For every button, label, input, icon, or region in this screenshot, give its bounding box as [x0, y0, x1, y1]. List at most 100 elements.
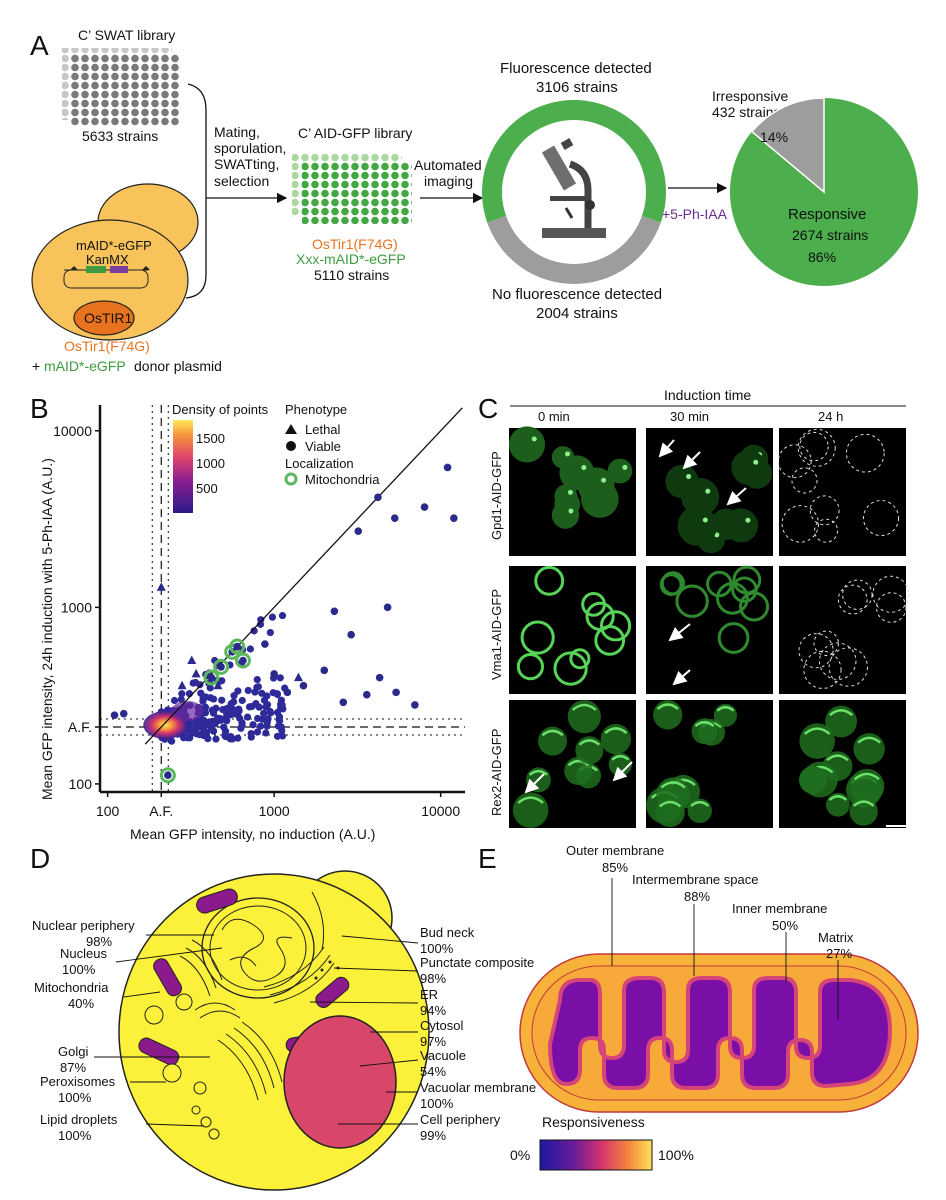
localization-labels: [94, 934, 419, 1127]
mating-step: SWATting,: [214, 156, 279, 172]
imaging-label: imaging: [424, 173, 473, 189]
viable-marker-icon: [286, 441, 296, 451]
viable-point: [239, 656, 247, 665]
density-point: [206, 684, 214, 692]
density-point: [177, 695, 185, 704]
viable-point: [207, 673, 216, 682]
density-cloud: [143, 611, 289, 745]
responsiveness-colorbar: [539, 1139, 653, 1171]
fluor-detected-label: Fluorescence detected: [500, 60, 652, 77]
compartment-pct: 100%: [420, 941, 454, 956]
density-point: [258, 689, 266, 697]
density-point: [278, 732, 287, 740]
aid-fusion-label: Xxx-mAID*-eGFP: [296, 251, 406, 267]
pie-slice-irresponsive: [750, 97, 825, 194]
y-tick-label: A.F.: [68, 719, 92, 735]
left-label-texts: Nuclear periphery 98% Nucleus 100% Mitoc…: [32, 918, 135, 1143]
compartment-pct: 99%: [420, 1128, 446, 1143]
row-label: Gpd1-AID-GFP: [489, 451, 504, 540]
lethal-marker-icon: [285, 424, 297, 434]
viable-point: [233, 642, 241, 651]
density-point: [233, 710, 241, 718]
compartment-name: Lipid droplets: [40, 1112, 118, 1127]
mito-compartment-pct: 27%: [826, 946, 852, 961]
density-point: [254, 683, 262, 691]
density-point: [278, 611, 287, 620]
mito-legend-label: Mitochondria: [305, 472, 380, 487]
compartment-name: ER: [420, 987, 438, 1002]
density-point: [202, 728, 211, 737]
compartment-pct: 94%: [420, 1003, 446, 1018]
swat-count: 5633 strains: [82, 128, 158, 144]
panel-label-c: C: [478, 393, 498, 424]
density-point: [191, 678, 200, 687]
density-point: [247, 733, 255, 741]
gfp-cassette-icon: [86, 266, 106, 273]
micrograph-tile: [646, 700, 773, 828]
density-point: [262, 729, 270, 737]
viable-point: [283, 688, 292, 697]
micrograph-tile: [646, 565, 773, 694]
scatter-plot: 100 A.F. 1000 10000 100 A.F. 1000 10000: [53, 405, 465, 819]
responsive-pct: 86%: [808, 249, 836, 265]
panel-label-e: E: [478, 843, 497, 874]
donor-plasmid-text: donor plasmid: [134, 358, 222, 374]
density-point: [276, 674, 284, 682]
density-point: [238, 696, 246, 705]
arrow-indicator-icon: [524, 773, 545, 794]
matrix-shape: [547, 976, 893, 1090]
density-point: [253, 728, 262, 736]
mitochondria-ring: [234, 652, 251, 669]
compartment-pct: 100%: [62, 962, 96, 977]
density-point: [260, 696, 269, 704]
cassette-label: KanMX: [86, 252, 129, 267]
er-golgi-stacks: [175, 939, 335, 1101]
panel-c: C Induction time 0 min 30 min 24 h Gpd1-…: [478, 387, 910, 828]
density-point: [260, 709, 268, 718]
density-tick: 500: [196, 481, 218, 496]
density-point: [273, 690, 281, 698]
density-point: [214, 714, 222, 722]
donor-plasmid-name: mAID*-eGFP: [44, 358, 126, 374]
fluor-detected-count: 3106 strains: [536, 79, 618, 96]
lethal-point: [187, 655, 197, 665]
induction-time-header: Induction time: [664, 387, 751, 403]
compartment-pct: 87%: [60, 1060, 86, 1075]
density-point: [205, 719, 213, 727]
viable-point: [330, 607, 339, 616]
mating-steps: Mating, sporulation, SWATting, selection: [214, 124, 286, 189]
viable-point: [270, 670, 278, 678]
compartment-name: Peroxisomes: [40, 1074, 116, 1089]
density-point: [218, 696, 226, 704]
micrograph-tile: [509, 565, 636, 694]
irresponsive-pct: 14%: [760, 129, 788, 145]
density-point: [266, 628, 274, 637]
arrow-indicator-icon: [682, 451, 701, 470]
compartment-pct: 100%: [58, 1128, 92, 1143]
panel-d: D: [30, 843, 536, 1191]
compartment-pct: 98%: [86, 934, 112, 949]
aid-library-title: C’ AID-GFP library: [298, 125, 412, 141]
density-point: [234, 734, 242, 742]
density-point: [238, 721, 246, 729]
lethal-point: [293, 672, 303, 682]
kanmx-cassette-icon: [110, 266, 128, 273]
mitochondria-marker-icon: [284, 472, 298, 486]
y-tick-label: 1000: [61, 599, 92, 615]
viable-legend-label: Viable: [305, 439, 341, 454]
density-point: [263, 702, 271, 710]
treatment-label: +5-Ph-IAA: [662, 206, 728, 222]
compartment-pct: 100%: [420, 1096, 454, 1111]
peroxisome-shapes: [144, 1005, 182, 1083]
x-tick-label: 100: [96, 803, 120, 819]
viable-point: [354, 527, 363, 535]
y-tick-label: 100: [69, 776, 93, 792]
viable-point: [119, 709, 128, 718]
viable-point: [420, 503, 429, 511]
density-tick: 1000: [196, 456, 225, 471]
donor-plus: +: [32, 358, 40, 374]
compartment-pct: 97%: [420, 1034, 446, 1049]
arrow-indicator-icon: [726, 487, 747, 506]
mito-compartment-name: Outer membrane: [566, 843, 664, 858]
